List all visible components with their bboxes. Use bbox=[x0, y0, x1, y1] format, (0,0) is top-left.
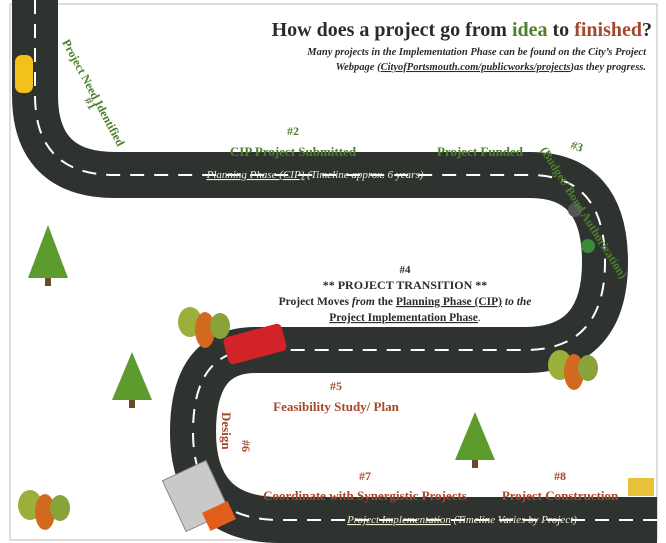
step-text: Project Moves from the Planning Phase (C… bbox=[279, 296, 532, 308]
text: from bbox=[352, 296, 375, 308]
text: the bbox=[375, 296, 396, 308]
subtitle-link: CityofPortsmouth.com/publicworks/project… bbox=[381, 62, 571, 73]
text: Project Moves bbox=[279, 296, 352, 308]
text: . bbox=[478, 312, 481, 324]
step-label: Project Funded bbox=[437, 144, 524, 159]
phase-name: Planning Phase (CIP) bbox=[206, 169, 305, 181]
title-text: ? bbox=[642, 19, 652, 41]
yellow-car bbox=[15, 55, 33, 93]
step-number: #7 bbox=[359, 469, 371, 483]
step-label: Design bbox=[219, 412, 234, 450]
phase-timeline: (Timeline Varies by Project) bbox=[451, 514, 577, 526]
step-text: Project Implementation Phase. bbox=[329, 312, 481, 324]
infographic: How does a project go from idea to finis… bbox=[0, 0, 666, 543]
step-number: #2 bbox=[287, 124, 299, 138]
title-text: to bbox=[548, 19, 575, 41]
cyclist bbox=[581, 239, 595, 253]
title-finished: finished bbox=[574, 19, 642, 41]
text: Planning Phase (CIP) bbox=[396, 296, 502, 308]
excavator bbox=[628, 478, 654, 496]
phase-timeline: (Timeline approx. 6 years) bbox=[304, 169, 423, 181]
step-number: #6 bbox=[239, 440, 253, 452]
subtitle-text: Webpage ( bbox=[336, 62, 383, 73]
step-label: Feasibility Study/ Plan bbox=[273, 399, 399, 414]
text: Project Implementation Phase bbox=[329, 312, 478, 324]
subtitle-text: )as they progress. bbox=[569, 62, 646, 73]
step-label: ** PROJECT TRANSITION ** bbox=[323, 278, 488, 292]
phase-label: Project Implementation (Timeline Varies … bbox=[346, 514, 577, 526]
phase-name: Project Implementation bbox=[346, 514, 451, 526]
title-idea: idea bbox=[512, 19, 548, 41]
phase-label: Planning Phase (CIP) (Timeline approx. 6… bbox=[206, 169, 424, 181]
step-number: #5 bbox=[330, 379, 342, 393]
step-label: Coordinate with Synergistic Projects bbox=[263, 488, 467, 503]
title: How does a project go from idea to finis… bbox=[272, 19, 652, 41]
subtitle-line: Many projects in the Implementation Phas… bbox=[306, 47, 647, 58]
text: to the bbox=[502, 296, 531, 308]
step-number: #4 bbox=[400, 264, 412, 276]
step-label: CIP Project Submitted bbox=[230, 144, 357, 159]
title-text: How does a project go from bbox=[272, 19, 512, 41]
step-label: Project Construction bbox=[502, 488, 619, 503]
frame bbox=[10, 4, 657, 540]
subtitle-line: Webpage (CityofPortsmouth.com/publicwork… bbox=[336, 62, 646, 73]
step-number: #8 bbox=[554, 469, 566, 483]
